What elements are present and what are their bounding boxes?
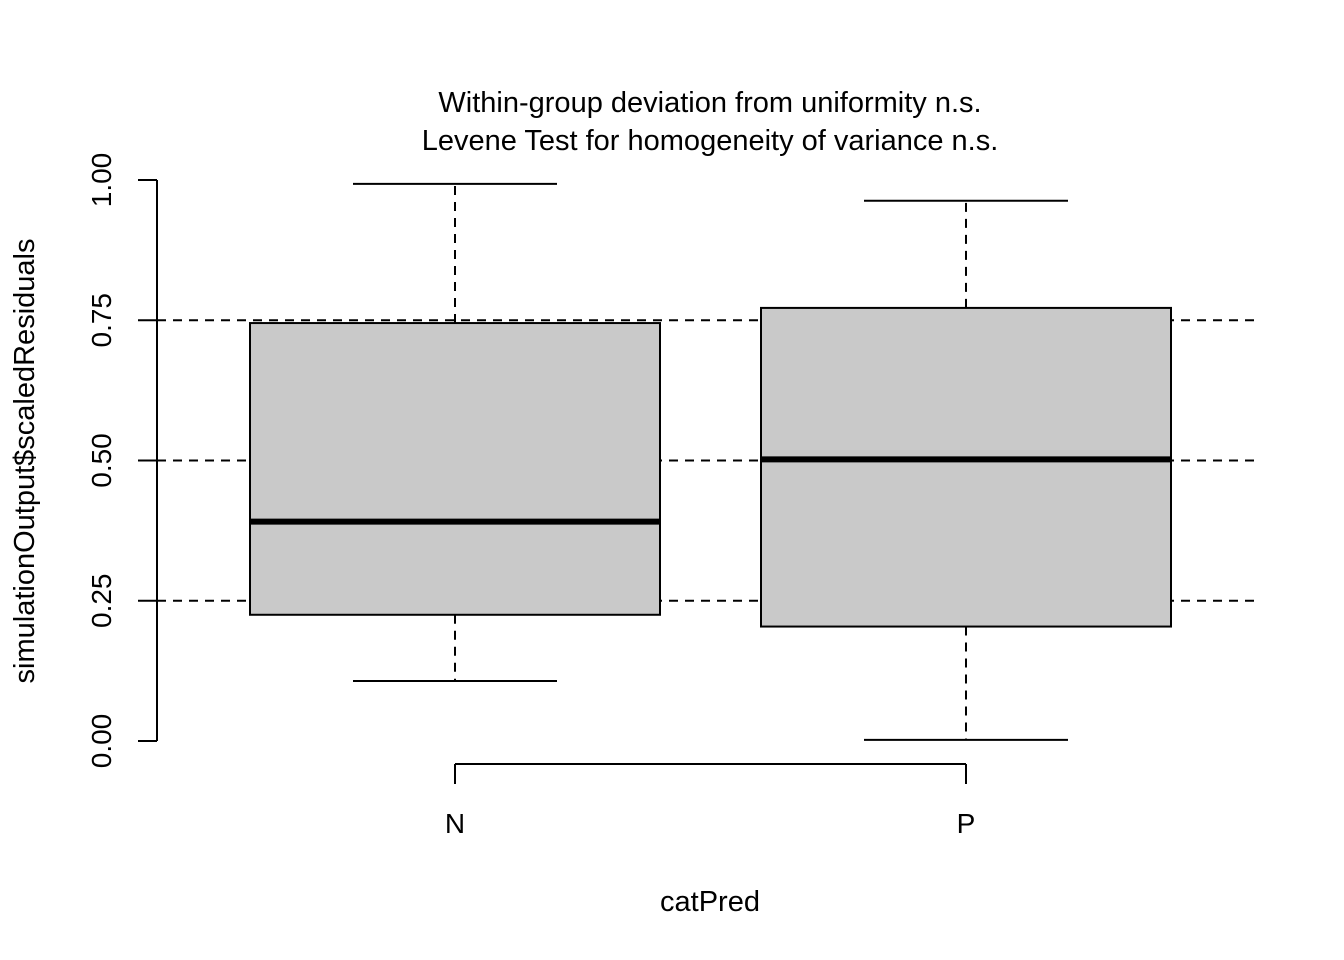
chart-title: Within-group deviation from uniformity n… xyxy=(438,87,981,119)
x-tick-label: N xyxy=(445,808,465,839)
y-tick-label: 1.00 xyxy=(86,153,117,208)
x-axis-label: catPred xyxy=(660,886,760,918)
y-tick-label: 0.75 xyxy=(86,293,117,348)
box-P xyxy=(760,199,1172,741)
chart-subtitle: Levene Test for homogeneity of variance … xyxy=(422,125,999,157)
box-N xyxy=(249,182,661,682)
x-tick-label: P xyxy=(957,808,976,839)
y-axis-label: simulationOutput$scaledResiduals xyxy=(9,239,41,684)
y-tick-label: 0.25 xyxy=(86,574,117,629)
boxes xyxy=(249,182,1172,741)
box-rect xyxy=(760,306,1172,628)
y-axis: 0.00 0.25 0.50 0.75 1.00 xyxy=(86,153,158,769)
y-tick-label: 0.50 xyxy=(86,433,117,488)
y-tick-label: 0.00 xyxy=(86,714,117,769)
box-rect xyxy=(249,322,661,616)
